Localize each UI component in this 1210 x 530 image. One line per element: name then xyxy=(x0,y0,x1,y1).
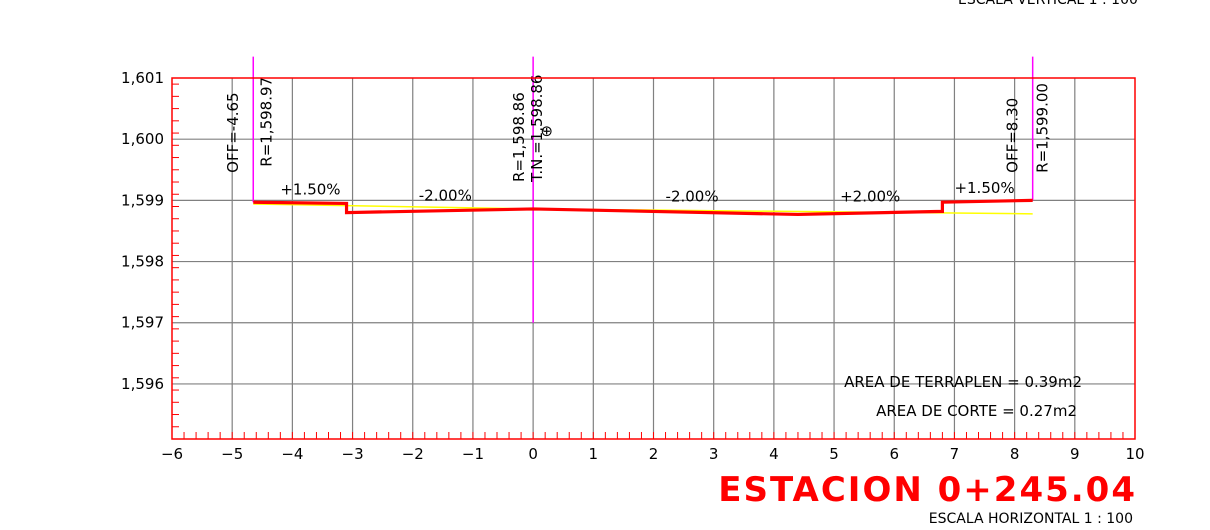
x-tick-label: 7 xyxy=(950,445,960,463)
header-scale-cut: ESCALA VERTICAL 1 : 100 xyxy=(958,0,1138,8)
area-fill-label: AREA DE TERRAPLEN = 0.39m2 xyxy=(844,373,1082,391)
y-tick-label: 1,597 xyxy=(121,314,164,332)
offset-lines xyxy=(252,56,1034,323)
x-tick-label: 9 xyxy=(1070,445,1080,463)
vertical-label: R=1,598.86 xyxy=(510,92,528,182)
slope-label: +1.50% xyxy=(280,180,340,198)
area-cut-label: AREA DE CORTE = 0.27m2 xyxy=(876,402,1077,420)
x-tick-label: 8 xyxy=(1010,445,1020,463)
x-tick-label: −1 xyxy=(462,445,484,463)
y-tick-label: 1,601 xyxy=(121,69,164,87)
x-tick-label: 2 xyxy=(649,445,659,463)
x-tick-label: 4 xyxy=(769,445,779,463)
x-tick-label: −4 xyxy=(281,445,303,463)
x-tick-label: −5 xyxy=(221,445,243,463)
y-tick-label: 1,599 xyxy=(121,191,164,209)
x-tick-label: 5 xyxy=(829,445,839,463)
vertical-label: T.N.=1,598.86 xyxy=(528,75,546,184)
design-polyline xyxy=(253,198,1033,217)
x-axis-labels: −6 −5 −4 −3 −2 −1 0 1 2 3 4 5 6 7 8 9 10 xyxy=(161,445,1145,463)
slope-label: -2.00% xyxy=(666,188,719,206)
vertical-labels: OFF=-4.65 R=1,598.97 R=1,598.86 T.N.=1,598.… xyxy=(224,75,1052,184)
vertical-label: R=1,598.97 xyxy=(257,77,275,167)
y-tick-label: 1,600 xyxy=(121,130,164,148)
x-tick-label: −2 xyxy=(402,445,424,463)
slope-label: +2.00% xyxy=(840,188,900,206)
vertical-label: OFF=8.30 xyxy=(1004,98,1022,173)
y-axis-labels: 1,596 1,597 1,598 1,599 1,600 1,601 xyxy=(121,69,164,393)
slope-labels: +1.50% -2.00% -2.00% +2.00% +1.50% xyxy=(280,179,1014,206)
centerline-marker: ⊕ xyxy=(540,122,553,140)
x-tick-label: −3 xyxy=(342,445,364,463)
axis-ticks xyxy=(171,83,1136,440)
slope-label: +1.50% xyxy=(954,179,1014,197)
vertical-label: OFF=-4.65 xyxy=(224,92,242,172)
y-tick-label: 1,596 xyxy=(121,375,164,393)
horizontal-scale: ESCALA HORIZONTAL 1 : 100 xyxy=(929,511,1133,527)
station-title: ESTACION 0+245.04 xyxy=(718,470,1137,510)
slope-label: -2.00% xyxy=(419,186,472,204)
vertical-label: R=1,599.00 xyxy=(1034,83,1052,173)
x-tick-label: −6 xyxy=(161,445,183,463)
x-tick-label: 0 xyxy=(528,445,538,463)
plot-border xyxy=(171,77,1136,440)
design-profile-line xyxy=(253,198,1033,217)
x-tick-label: 6 xyxy=(889,445,899,463)
x-tick-label: 3 xyxy=(709,445,719,463)
x-tick-label: 1 xyxy=(589,445,599,463)
x-tick-label: 10 xyxy=(1125,445,1144,463)
y-tick-label: 1,598 xyxy=(121,253,164,271)
